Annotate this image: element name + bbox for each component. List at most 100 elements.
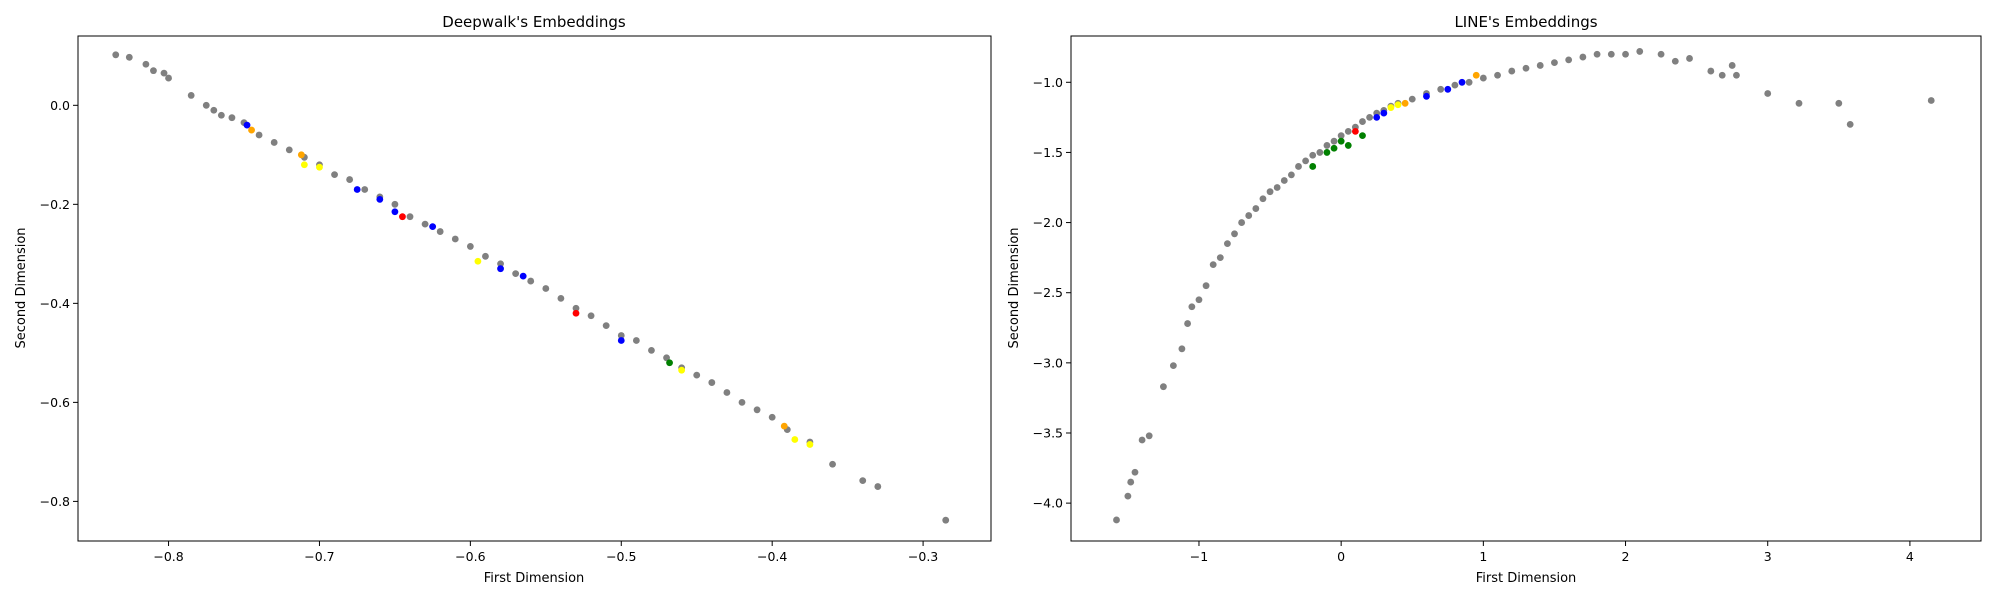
data-point-gray-9 (217, 111, 225, 119)
data-point-blue-0 (1373, 113, 1381, 121)
data-point-gray-18 (1245, 212, 1253, 219)
data-point-gray-32 (557, 295, 565, 302)
data-point-green-1 (1323, 149, 1331, 156)
data-point-gray-1 (125, 53, 133, 61)
data-point-gray-35 (1366, 113, 1373, 121)
data-point-gray-29 (512, 270, 520, 278)
data-point-gray-29 (1323, 142, 1331, 149)
x-tick-label: −0.8 (153, 549, 183, 564)
x-tick-label: −0.4 (757, 549, 787, 564)
data-point-gray-62 (1728, 62, 1736, 69)
data-point-gray-7 (202, 101, 210, 109)
y-axis-label: Second Dimension (14, 227, 29, 348)
data-point-gray-23 (421, 220, 429, 228)
data-point-gray-34 (587, 312, 595, 320)
x-tick-label: −0.6 (455, 549, 485, 564)
data-point-gray-63 (1733, 71, 1740, 79)
data-point-green-0 (1309, 163, 1317, 170)
data-point-blue-1 (1380, 109, 1388, 117)
data-point-gray-38 (648, 346, 655, 354)
data-point-gray-65 (1795, 99, 1803, 107)
y-tick-label: −4.0 (1033, 496, 1063, 511)
data-point-gray-15 (1224, 240, 1231, 248)
data-point-gray-39 (663, 354, 670, 362)
y-tick-label: −2.5 (1033, 285, 1063, 300)
x-axis-label: First Dimension (1476, 571, 1577, 586)
data-point-gray-34 (1359, 118, 1366, 125)
data-point-gray-67 (1846, 120, 1854, 128)
data-point-blue-2 (1423, 92, 1430, 100)
data-point-red-0 (1351, 127, 1359, 135)
data-point-gray-60 (1707, 67, 1715, 75)
y-tick-label: −0.4 (40, 296, 70, 311)
y-tick-label: −3.5 (1033, 425, 1063, 440)
x-tick-label: 1 (1479, 549, 1487, 564)
data-point-gray-44 (1465, 78, 1473, 86)
data-point-gray-22 (1273, 184, 1281, 191)
data-point-gray-13 (1209, 261, 1217, 269)
data-point-gray-0 (112, 51, 120, 59)
data-point-gray-3 (1131, 468, 1139, 476)
data-point-gray-21 (391, 200, 399, 208)
data-point-gray-32 (1344, 127, 1352, 135)
data-point-orange-0 (248, 126, 255, 134)
data-point-green-3 (1337, 137, 1345, 145)
data-point-gray-56 (1636, 48, 1644, 55)
x-tick-label: −0.3 (908, 549, 938, 564)
data-point-gray-53 (1593, 50, 1601, 58)
data-point-gray-49 (1536, 62, 1544, 69)
data-point-gray-19 (1252, 205, 1260, 212)
data-point-gray-5 (165, 74, 172, 82)
plot-marks (112, 51, 950, 524)
data-point-gray-18 (346, 176, 354, 183)
data-point-blue-2 (376, 195, 384, 203)
plot-frame (77, 35, 992, 542)
x-tick-label: 4 (1906, 549, 1914, 564)
x-axis-label: First Dimension (484, 571, 585, 586)
data-point-gray-49 (829, 460, 836, 468)
data-point-gray-33 (572, 304, 580, 312)
data-point-gray-17 (331, 171, 338, 179)
data-point-gray-37 (632, 337, 640, 344)
data-point-yellow-5 (806, 441, 814, 448)
data-point-gray-50 (1551, 59, 1558, 67)
data-point-yellow-1 (1394, 101, 1402, 109)
data-point-gray-4 (1138, 436, 1146, 444)
chart-line: LINE's Embeddings −1 0 1 2 3 4 −1.0 −1.5 −2.0 −2… (1007, 13, 1982, 586)
x-tick-label: 3 (1764, 549, 1772, 564)
data-point-gray-66 (1835, 99, 1843, 107)
data-point-gray-12 (255, 131, 263, 139)
data-point-gray-51 (874, 483, 882, 490)
data-point-gray-25 (1295, 163, 1302, 170)
data-point-gray-26 (1302, 157, 1310, 165)
data-point-gray-30 (527, 277, 535, 285)
data-point-blue-7 (617, 337, 625, 344)
data-point-gray-1 (1124, 492, 1132, 500)
data-point-orange-1 (1472, 71, 1480, 79)
chart-deepwalk: Deepwalk's Embeddings −0.8 −0.7 −0.6 −0.5 −0… (14, 13, 992, 586)
x-ticks: −0.8 −0.7 −0.6 −0.5 −0.4 −0.3 (153, 541, 938, 564)
y-tick-label: −3.0 (1033, 355, 1063, 370)
data-point-blue-0 (243, 121, 251, 129)
data-point-blue-4 (1458, 78, 1466, 86)
data-point-green-0 (666, 359, 673, 367)
data-point-gray-31 (1337, 132, 1345, 140)
data-point-blue-3 (391, 208, 399, 216)
y-tick-label: −0.2 (40, 197, 70, 212)
data-point-gray-14 (1216, 254, 1224, 262)
data-point-gray-20 (1259, 195, 1267, 203)
data-point-red-0 (399, 213, 406, 221)
data-point-yellow-3 (678, 366, 686, 374)
data-point-gray-6 (187, 92, 195, 99)
x-tick-label: −1 (1190, 549, 1208, 564)
data-point-gray-24 (436, 228, 444, 235)
data-point-gray-31 (542, 285, 550, 292)
data-point-gray-40 (1408, 95, 1416, 103)
data-point-gray-59 (1686, 55, 1693, 62)
data-point-orange-0 (1401, 99, 1409, 107)
x-tick-label: 0 (1337, 549, 1345, 564)
y-tick-label: −1.0 (1033, 75, 1063, 90)
data-point-gray-41 (693, 371, 701, 379)
